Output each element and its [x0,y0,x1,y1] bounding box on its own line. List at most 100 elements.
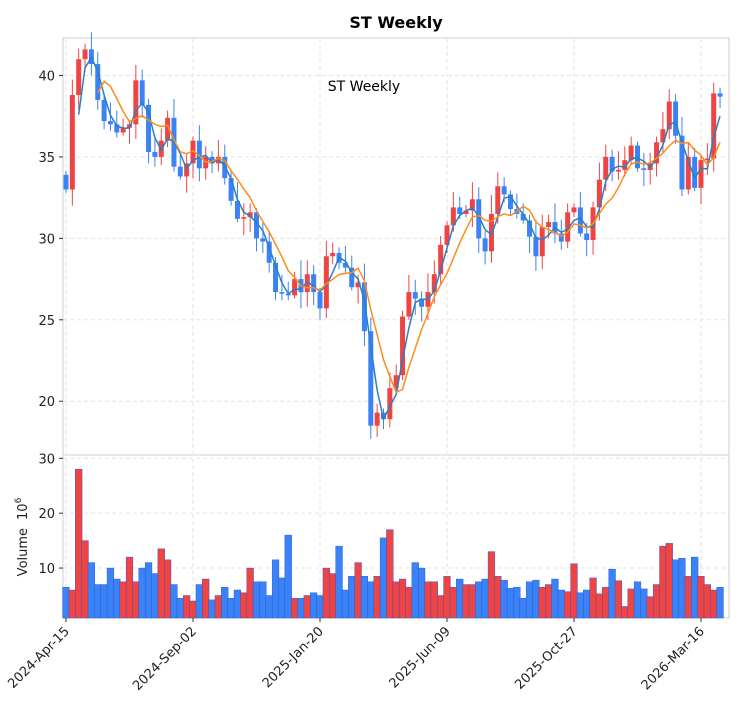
x-tick-label: 2026-Mar-16 [639,624,708,693]
volume-bar [291,598,299,619]
candle-body [539,226,545,257]
candle-body [254,212,259,239]
volume-bar [703,584,711,619]
candle-body [323,256,329,309]
volume-bar [81,540,89,619]
candle-body [317,292,323,309]
volume-bar [443,576,451,619]
candle-body [419,298,425,307]
volume-bar [672,559,680,619]
candle-body [457,207,463,214]
candle-body [349,267,355,288]
volume-bar [348,576,356,619]
volume-bar [163,559,172,619]
candle-body [120,127,126,133]
candle-body [476,199,482,239]
candle-body [628,145,634,161]
candle-body [482,238,488,252]
volume-bar [373,576,381,619]
volume-bar [506,588,515,619]
volume-bar [392,581,400,619]
volume-bar [576,592,584,619]
volume-bar [94,584,102,619]
volume-bar [424,581,432,619]
candle-body [63,174,69,190]
candle-body [196,140,202,169]
candle-body [508,194,513,210]
volume-bar [379,537,388,619]
volume-bar [240,592,248,619]
candle-body [273,262,279,293]
candle-body [342,262,348,268]
candle-body [304,274,310,293]
volume-bar [449,587,457,619]
volume-bar [468,584,477,619]
volume-bar [551,578,559,619]
volume-bar [640,588,648,619]
volume-bar [437,595,445,619]
volume-bar [87,562,96,619]
volume-tick-label: 20 [38,507,55,522]
candle-body [692,156,698,188]
volume-bar [360,576,369,619]
candle-body [698,160,704,188]
candle-body [596,179,602,208]
candle-body [412,292,418,299]
volume-bar [545,584,553,619]
volume-bar [525,581,534,619]
candle-body [666,101,672,130]
volume-bar [68,589,76,619]
candle-body [107,121,113,125]
volume-bar [144,562,153,619]
volume-tick-label: 30 [38,452,55,467]
candle-body [673,101,679,136]
candle-body [558,233,564,242]
candle-body [146,104,152,153]
volume-bar [418,567,426,619]
candle-body [368,331,374,426]
volume-bar [310,592,318,619]
volume-bar [652,584,661,619]
candle-body [279,292,285,294]
volume-bar [278,577,286,619]
candle-body [609,156,615,172]
candle-body [615,169,621,172]
volume-bar [138,567,146,619]
price-tick-label: 30 [38,232,55,247]
candle-body [76,59,82,96]
volume-bar [646,596,654,619]
candle-body [565,212,571,242]
candle-body [450,207,456,226]
volume-bar [665,543,673,619]
candle-body [527,220,533,237]
candle-body [603,156,609,180]
volume-bar [411,562,419,619]
volume-bar [564,591,572,619]
volume-bar [481,578,489,619]
volume-bar [303,595,311,619]
volume-bar [189,600,197,619]
candle-body [685,156,691,190]
candle-body [95,64,101,100]
volume-bar [322,567,330,619]
volume-bar [659,545,667,619]
volume-bar [386,529,394,619]
volume-bar [570,563,578,619]
candle-body [654,142,660,164]
price-tick-label: 20 [38,395,55,410]
volume-bar [75,469,83,619]
candle-body [247,212,253,218]
volume-bar [462,584,470,619]
candle-body [69,95,75,190]
candle-body [101,99,107,122]
price-tick-label: 40 [38,69,55,84]
candle-body [463,210,469,214]
volume-bar [176,598,184,619]
candle-body [209,156,215,164]
volume-bar [252,581,261,619]
volume-bar [697,576,705,619]
volume-bar [614,580,623,619]
volume-bar [538,587,546,619]
volume-bar [335,545,343,619]
volume-bar [271,559,280,619]
